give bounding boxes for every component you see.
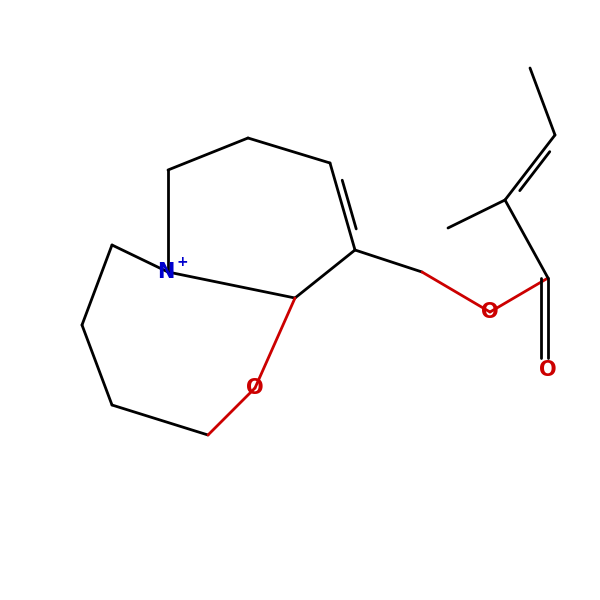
Text: O: O	[246, 378, 264, 398]
Text: O: O	[539, 360, 557, 380]
Text: O: O	[481, 302, 499, 322]
Text: +: +	[176, 255, 188, 269]
Text: N: N	[157, 262, 175, 282]
